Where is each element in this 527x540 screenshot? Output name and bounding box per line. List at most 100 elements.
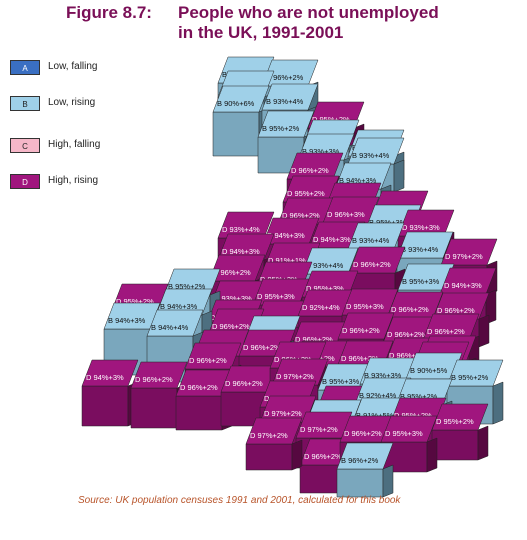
cell-side-face bbox=[291, 439, 303, 471]
legend-item-c: C High, falling bbox=[8, 136, 148, 158]
cell-label: D 96%+2% bbox=[341, 354, 379, 363]
cell-label: B 94%+4% bbox=[151, 323, 189, 332]
legend-label-b: Low, rising bbox=[48, 97, 96, 108]
cell-label: D 97%+2% bbox=[250, 431, 288, 440]
cell-top-face bbox=[396, 231, 454, 259]
map-cell: D 95%+3% bbox=[380, 415, 438, 473]
cell-label: D 96%+2% bbox=[282, 211, 320, 220]
cell-top-face bbox=[295, 411, 353, 439]
cell-top-face bbox=[380, 415, 438, 443]
cell-label: B 90%+5% bbox=[410, 366, 448, 375]
cell-top-face bbox=[261, 83, 319, 111]
cell-label: D 97%+2% bbox=[264, 409, 302, 418]
cell-label: D 96%+2% bbox=[295, 335, 333, 344]
cell-top-face bbox=[397, 263, 455, 291]
map-cell: D 97%+2% bbox=[245, 417, 303, 471]
cell-label: B 93%+4% bbox=[306, 261, 344, 270]
cell-label: D 95%+2% bbox=[287, 189, 325, 198]
legend-swatch-c: C bbox=[10, 138, 40, 153]
cell-front-face bbox=[130, 387, 178, 429]
map-cell: B 96%+2% bbox=[336, 442, 394, 498]
cell-top-face bbox=[257, 110, 315, 138]
cell-front-face bbox=[81, 385, 129, 427]
figure-title: Figure 8.7: People who are not unemploye… bbox=[0, 0, 527, 44]
cell-side-face bbox=[382, 464, 394, 498]
cell-label: D 96%+2% bbox=[135, 375, 173, 384]
cell-label: D 96%+3% bbox=[327, 210, 365, 219]
cell-label: D 97%+2% bbox=[276, 372, 314, 381]
cell-top-face bbox=[130, 361, 188, 389]
cell-top-face bbox=[146, 309, 204, 337]
legend-item-b: B Low, rising bbox=[8, 94, 148, 116]
cell-label: D 96%+2% bbox=[389, 351, 427, 360]
cell-label: D 95%+2% bbox=[312, 115, 350, 124]
legend: A Low, falling B Low, rising C High, fal… bbox=[8, 58, 148, 198]
cell-label: B 95%+2% bbox=[262, 124, 300, 133]
cell-label: B 94%+3% bbox=[339, 176, 377, 185]
cell-side-face bbox=[477, 425, 489, 461]
cell-label: D 96%+2% bbox=[212, 322, 250, 331]
cell-label: D 96%+2% bbox=[353, 260, 391, 269]
cell-label: D 95%+2% bbox=[436, 417, 474, 426]
cell-front-face bbox=[431, 429, 479, 461]
cell-label: D 94%+3% bbox=[267, 231, 305, 240]
cell-label: D 95%+3% bbox=[346, 302, 384, 311]
cell-label: B 90%+6% bbox=[217, 99, 255, 108]
cell-label: B 93%+4% bbox=[266, 97, 304, 106]
cell-top-face bbox=[446, 359, 504, 387]
cell-top-face bbox=[184, 342, 242, 370]
legend-label-a: Low, falling bbox=[48, 61, 98, 72]
cell-side-face bbox=[426, 437, 438, 473]
cell-label: D 96%+2% bbox=[180, 383, 218, 392]
title-line-1: People who are not unemployed bbox=[178, 3, 439, 22]
cell-label: D 96%+2% bbox=[225, 379, 263, 388]
cell-label: D 96%+2% bbox=[437, 306, 475, 315]
cell-label: D 95%+3% bbox=[385, 429, 423, 438]
cell-label: D 96%+2% bbox=[342, 326, 380, 335]
cell-label: B 96%+2% bbox=[341, 456, 379, 465]
map-cell: D 95%+2% bbox=[431, 403, 489, 461]
cell-side-face bbox=[478, 314, 490, 348]
cell-label: D 94%+3% bbox=[86, 373, 124, 382]
legend-item-d: D High, rising bbox=[8, 172, 148, 194]
cell-label: D 97%+2% bbox=[445, 252, 483, 261]
cell-label: D 97%+2% bbox=[300, 425, 338, 434]
cell-label: B 95%+3% bbox=[369, 218, 407, 227]
cell-label: D 93%+3% bbox=[214, 294, 252, 303]
cell-label: D 96%+2% bbox=[427, 327, 465, 336]
cell-label: B 95%+2% bbox=[168, 282, 206, 291]
cell-front-face bbox=[212, 111, 260, 157]
cell-top-face bbox=[348, 246, 406, 274]
source-note: Source: UK population censuses 1991 and … bbox=[78, 495, 401, 506]
cell-label: B 94%+3% bbox=[108, 316, 146, 325]
cell-label: D 96%+2% bbox=[291, 166, 329, 175]
cell-label: D 93%+4% bbox=[222, 225, 260, 234]
legend-label-c: High, falling bbox=[48, 139, 101, 150]
cell-label: B 93%+4% bbox=[352, 151, 390, 160]
cell-label: D 96%+2% bbox=[387, 330, 425, 339]
cell-label: B 92%+4% bbox=[359, 391, 397, 400]
cell-label: B 91%+5% bbox=[356, 411, 394, 420]
cell-label: D 94%+3% bbox=[313, 235, 351, 244]
cell-label: B 93%+3% bbox=[302, 147, 340, 156]
cell-front-face bbox=[175, 395, 223, 431]
cell-top-face bbox=[103, 302, 161, 330]
cell-label: D 91%+1% bbox=[268, 256, 306, 265]
cell-label: D 96%+2% bbox=[304, 452, 342, 461]
cell-label: D 96%+2% bbox=[213, 268, 251, 277]
cell-label: D 95%+3% bbox=[257, 292, 295, 301]
cell-label: B 93%+4% bbox=[401, 245, 439, 254]
legend-swatch-a: A bbox=[10, 60, 40, 75]
legend-swatch-b: B bbox=[10, 96, 40, 111]
cell-top-face bbox=[431, 403, 489, 431]
title-line-2: in the UK, 1991-2001 bbox=[178, 23, 344, 42]
legend-label-d: High, rising bbox=[48, 175, 99, 186]
cell-label: B 95%+2% bbox=[451, 373, 489, 382]
cell-label: D 96%+2% bbox=[243, 343, 281, 352]
cell-label: D 94%+3% bbox=[222, 247, 260, 256]
cell-label: D 96%+2% bbox=[391, 305, 429, 314]
cell-top-face bbox=[245, 417, 303, 445]
cell-front-face bbox=[336, 468, 384, 498]
cell-label: D 93%+3% bbox=[402, 223, 440, 232]
